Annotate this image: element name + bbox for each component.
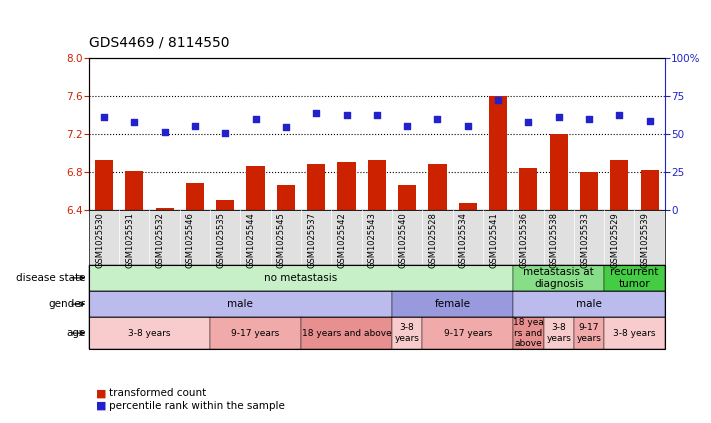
- Text: ■: ■: [96, 401, 107, 411]
- Bar: [186, 183, 204, 210]
- Text: GSM1025535: GSM1025535: [216, 212, 225, 268]
- Text: age: age: [66, 328, 85, 338]
- Point: [250, 116, 261, 123]
- Bar: [610, 160, 629, 210]
- Bar: [489, 96, 507, 210]
- Bar: [156, 208, 173, 210]
- Text: transformed count: transformed count: [109, 388, 206, 398]
- Bar: [459, 203, 477, 210]
- Point: [614, 111, 625, 118]
- Text: GSM1025546: GSM1025546: [186, 212, 195, 268]
- Point: [189, 123, 201, 129]
- Point: [129, 119, 140, 126]
- Bar: [428, 164, 447, 210]
- Bar: [580, 172, 598, 210]
- Text: 18 years and above: 18 years and above: [301, 329, 391, 338]
- Point: [644, 118, 656, 125]
- Text: GSM1025544: GSM1025544: [247, 212, 255, 268]
- Text: GSM1025533: GSM1025533: [580, 212, 589, 268]
- Text: GSM1025540: GSM1025540: [398, 212, 407, 268]
- Text: 9-17 years: 9-17 years: [232, 329, 279, 338]
- Text: 18 yea
rs and
above: 18 yea rs and above: [513, 318, 544, 348]
- Point: [493, 97, 504, 104]
- Point: [523, 119, 534, 126]
- Text: GSM1025531: GSM1025531: [125, 212, 134, 268]
- Text: GSM1025534: GSM1025534: [459, 212, 468, 268]
- Text: percentile rank within the sample: percentile rank within the sample: [109, 401, 284, 411]
- Point: [311, 110, 322, 116]
- Point: [280, 124, 292, 130]
- Text: GSM1025538: GSM1025538: [550, 212, 559, 268]
- Text: 3-8
years: 3-8 years: [395, 324, 419, 343]
- Bar: [368, 160, 386, 210]
- Text: recurrent
tumor: recurrent tumor: [610, 267, 658, 289]
- Text: ■: ■: [96, 388, 107, 398]
- Text: GSM1025545: GSM1025545: [277, 212, 286, 268]
- Text: GSM1025529: GSM1025529: [610, 212, 619, 268]
- Point: [553, 113, 565, 120]
- Bar: [247, 166, 264, 210]
- Text: 9-17
years: 9-17 years: [577, 324, 602, 343]
- Text: male: male: [228, 299, 253, 309]
- Text: GSM1025539: GSM1025539: [641, 212, 650, 268]
- Point: [432, 116, 443, 123]
- Bar: [277, 185, 295, 210]
- Point: [402, 123, 413, 129]
- Bar: [95, 160, 113, 210]
- Text: 3-8
years: 3-8 years: [546, 324, 571, 343]
- Point: [98, 113, 109, 120]
- Text: metastasis at
diagnosis: metastasis at diagnosis: [523, 267, 594, 289]
- Point: [371, 111, 383, 118]
- Text: GSM1025530: GSM1025530: [95, 212, 104, 268]
- Text: male: male: [576, 299, 602, 309]
- Text: GSM1025528: GSM1025528: [429, 212, 437, 268]
- Text: no metastasis: no metastasis: [264, 273, 338, 283]
- Text: GDS4469 / 8114550: GDS4469 / 8114550: [89, 35, 230, 49]
- Bar: [641, 170, 658, 210]
- Text: 3-8 years: 3-8 years: [128, 329, 171, 338]
- Text: GSM1025541: GSM1025541: [489, 212, 498, 268]
- Text: GSM1025532: GSM1025532: [156, 212, 165, 268]
- Bar: [125, 171, 144, 210]
- Text: GSM1025542: GSM1025542: [338, 212, 346, 268]
- Text: GSM1025536: GSM1025536: [519, 212, 528, 268]
- Bar: [550, 134, 568, 210]
- Bar: [216, 201, 235, 210]
- Bar: [338, 162, 356, 210]
- Point: [583, 116, 594, 123]
- Bar: [519, 168, 538, 210]
- Text: 3-8 years: 3-8 years: [613, 329, 656, 338]
- Point: [341, 111, 352, 118]
- Point: [462, 123, 474, 129]
- Point: [159, 129, 171, 135]
- Text: gender: gender: [48, 299, 85, 309]
- Text: GSM1025543: GSM1025543: [368, 212, 377, 268]
- Point: [220, 129, 231, 136]
- Text: disease state: disease state: [16, 273, 85, 283]
- Bar: [398, 185, 416, 210]
- Text: GSM1025537: GSM1025537: [307, 212, 316, 268]
- Text: female: female: [434, 299, 471, 309]
- Bar: [307, 164, 326, 210]
- Text: 9-17 years: 9-17 years: [444, 329, 492, 338]
